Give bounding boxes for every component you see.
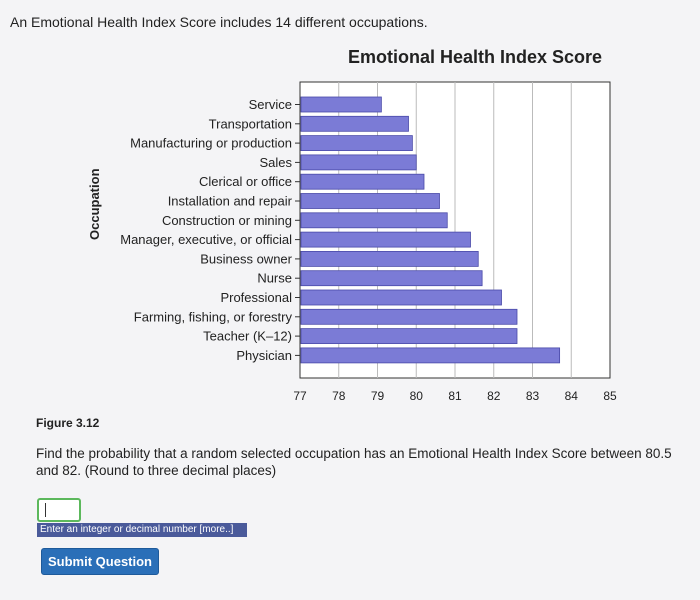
bar <box>300 289 502 306</box>
x-tick-label: 82 <box>487 389 501 403</box>
figure-label: Figure 3.12 <box>36 416 100 430</box>
y-tick-label: Professional <box>220 290 292 305</box>
y-tick-label: Business owner <box>200 251 292 266</box>
y-tick-label: Transportation <box>209 116 292 131</box>
bar <box>300 96 382 113</box>
question-text: Find the probability that a random selec… <box>36 446 672 478</box>
y-tick-label: Physician <box>236 348 292 363</box>
bar-chart: Service Transportation Manufacturing or pr… <box>120 81 617 403</box>
bar <box>300 115 409 132</box>
x-tick-label: 84 <box>565 389 579 403</box>
y-tick-label: Clerical or office <box>199 174 292 189</box>
x-tick-label: 79 <box>371 389 385 403</box>
x-tick-label: 81 <box>448 389 462 403</box>
bar <box>300 154 417 171</box>
bar <box>300 173 425 190</box>
bar <box>300 212 448 229</box>
text-caret <box>45 503 46 517</box>
x-tick-label: 78 <box>332 389 346 403</box>
bar <box>300 231 471 248</box>
bar <box>300 250 479 267</box>
y-tick-label: Nurse <box>257 271 292 286</box>
y-tick-label: Manager, executive, or official <box>120 232 292 247</box>
x-tick-label: 80 <box>410 389 424 403</box>
bar <box>300 193 440 209</box>
y-tick-label: Construction or mining <box>162 213 292 228</box>
y-tick-label: Teacher (K–12) <box>203 329 292 344</box>
bar <box>300 347 561 364</box>
bar <box>300 308 518 325</box>
y-tick-label: Service <box>249 97 292 112</box>
input-hint[interactable]: Enter an integer or decimal number [more… <box>37 523 247 537</box>
x-tick-label: 83 <box>526 389 540 403</box>
y-tick-label: Manufacturing or production <box>130 136 292 151</box>
y-tick-label: Sales <box>259 155 292 170</box>
x-tick-label: 77 <box>293 389 307 403</box>
y-tick-label: Farming, fishing, or forestry <box>134 309 293 324</box>
chart-title: Emotional Health Index Score <box>348 47 603 67</box>
bar <box>300 328 518 345</box>
answer-input[interactable] <box>37 498 81 522</box>
bar <box>300 270 483 287</box>
bar <box>300 135 413 152</box>
y-tick-label: Installation and repair <box>168 194 293 209</box>
intro-text: An Emotional Health Index Score includes… <box>10 14 428 30</box>
submit-button[interactable]: Submit Question <box>41 548 159 575</box>
x-tick-label: 85 <box>603 389 617 403</box>
